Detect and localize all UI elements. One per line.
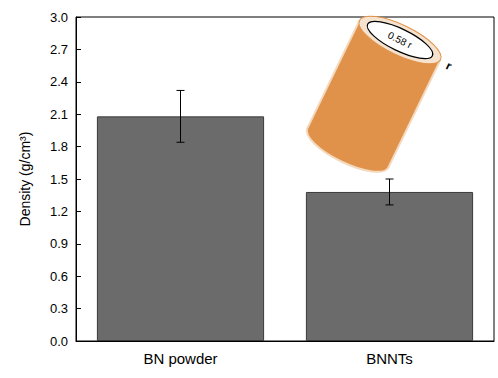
svg-text:2.4: 2.4 (50, 74, 68, 89)
svg-text:2.1: 2.1 (50, 107, 68, 122)
svg-text:2.7: 2.7 (50, 42, 68, 57)
svg-text:1.5: 1.5 (50, 172, 68, 187)
svg-text:Density (g/cm³): Density (g/cm³) (17, 132, 33, 227)
svg-text:0.6: 0.6 (50, 269, 68, 284)
svg-text:0.3: 0.3 (50, 301, 68, 316)
svg-text:BNNTs: BNNTs (366, 350, 413, 367)
svg-text:1.8: 1.8 (50, 139, 68, 154)
svg-text:BN powder: BN powder (143, 350, 217, 367)
svg-text:0.9: 0.9 (50, 236, 68, 251)
svg-text:1.2: 1.2 (50, 204, 68, 219)
svg-text:0.58 r: 0.58 r (386, 29, 414, 50)
svg-text:3.0: 3.0 (50, 10, 68, 25)
svg-text:r: r (444, 59, 455, 74)
svg-text:0.0: 0.0 (50, 334, 68, 349)
